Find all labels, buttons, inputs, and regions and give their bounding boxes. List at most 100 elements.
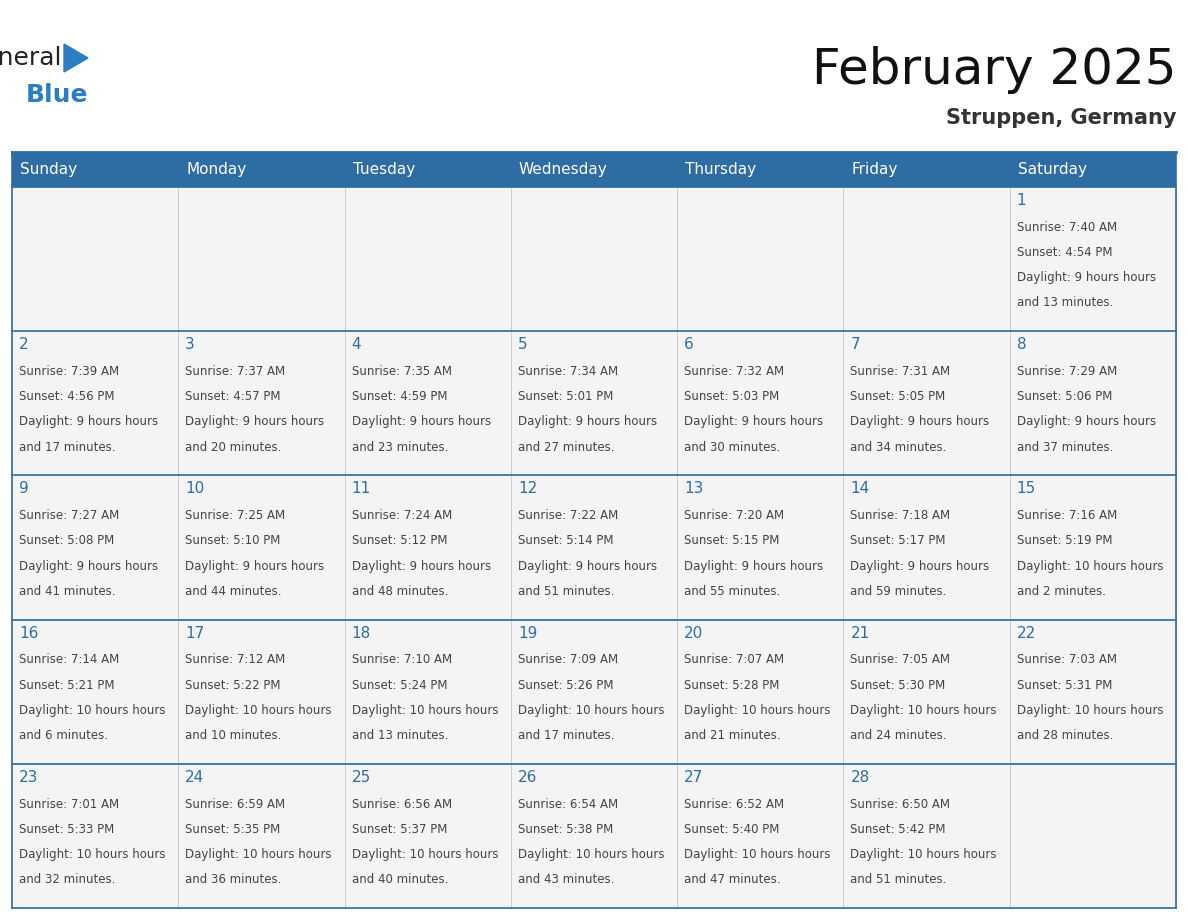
Text: Sunday: Sunday: [20, 162, 77, 177]
Text: Sunrise: 7:16 AM: Sunrise: 7:16 AM: [1017, 509, 1117, 522]
Text: 13: 13: [684, 481, 703, 497]
Text: Sunrise: 7:35 AM: Sunrise: 7:35 AM: [352, 365, 451, 378]
Text: 15: 15: [1017, 481, 1036, 497]
Bar: [1010, 331, 1176, 476]
Text: 1: 1: [1017, 193, 1026, 208]
Text: Sunset: 5:40 PM: Sunset: 5:40 PM: [684, 823, 779, 835]
Text: 24: 24: [185, 770, 204, 785]
Text: and 13 minutes.: and 13 minutes.: [352, 729, 448, 742]
Bar: [677, 187, 843, 331]
Text: 14: 14: [851, 481, 870, 497]
Text: Daylight: 10 hours hours: Daylight: 10 hours hours: [518, 848, 664, 861]
Text: Sunrise: 7:18 AM: Sunrise: 7:18 AM: [851, 509, 950, 522]
Text: Sunrise: 7:05 AM: Sunrise: 7:05 AM: [851, 654, 950, 666]
Text: Sunset: 5:42 PM: Sunset: 5:42 PM: [851, 823, 946, 835]
Bar: [843, 476, 1010, 620]
Text: and 32 minutes.: and 32 minutes.: [19, 873, 115, 886]
Text: Daylight: 9 hours hours: Daylight: 9 hours hours: [185, 560, 324, 573]
Text: and 28 minutes.: and 28 minutes.: [1017, 729, 1113, 742]
Text: Daylight: 10 hours hours: Daylight: 10 hours hours: [684, 704, 830, 717]
Text: Sunrise: 7:24 AM: Sunrise: 7:24 AM: [352, 509, 451, 522]
Text: Daylight: 9 hours hours: Daylight: 9 hours hours: [352, 416, 491, 429]
Text: Tuesday: Tuesday: [353, 162, 415, 177]
Text: Sunset: 5:12 PM: Sunset: 5:12 PM: [352, 534, 447, 547]
Text: 4: 4: [352, 337, 361, 353]
Text: 26: 26: [518, 770, 537, 785]
Text: 28: 28: [851, 770, 870, 785]
Text: Struppen, Germany: Struppen, Germany: [946, 108, 1176, 128]
Text: Daylight: 10 hours hours: Daylight: 10 hours hours: [352, 704, 498, 717]
Text: Sunrise: 7:40 AM: Sunrise: 7:40 AM: [1017, 220, 1117, 234]
Text: Blue: Blue: [25, 83, 88, 107]
Text: 23: 23: [19, 770, 38, 785]
Bar: [178, 764, 345, 908]
Text: Sunset: 5:24 PM: Sunset: 5:24 PM: [352, 678, 447, 691]
Bar: [1010, 764, 1176, 908]
Text: Sunset: 5:26 PM: Sunset: 5:26 PM: [518, 678, 613, 691]
Text: Sunrise: 7:34 AM: Sunrise: 7:34 AM: [518, 365, 618, 378]
Bar: [12, 152, 1176, 187]
Text: Sunrise: 6:52 AM: Sunrise: 6:52 AM: [684, 798, 784, 811]
Text: Monday: Monday: [187, 162, 247, 177]
Text: 20: 20: [684, 625, 703, 641]
Text: Sunrise: 6:59 AM: Sunrise: 6:59 AM: [185, 798, 285, 811]
Text: Daylight: 10 hours hours: Daylight: 10 hours hours: [1017, 560, 1163, 573]
Text: 21: 21: [851, 625, 870, 641]
Text: 6: 6: [684, 337, 694, 353]
Text: and 59 minutes.: and 59 minutes.: [851, 585, 947, 598]
Text: Daylight: 9 hours hours: Daylight: 9 hours hours: [684, 560, 823, 573]
Bar: [677, 331, 843, 476]
Text: and 20 minutes.: and 20 minutes.: [185, 441, 282, 453]
Text: Daylight: 9 hours hours: Daylight: 9 hours hours: [19, 560, 158, 573]
Bar: [511, 187, 677, 331]
Bar: [178, 620, 345, 764]
Text: and 17 minutes.: and 17 minutes.: [19, 441, 115, 453]
Text: Daylight: 10 hours hours: Daylight: 10 hours hours: [185, 704, 331, 717]
Bar: [178, 476, 345, 620]
Text: 27: 27: [684, 770, 703, 785]
Bar: [1010, 476, 1176, 620]
Text: Sunrise: 7:37 AM: Sunrise: 7:37 AM: [185, 365, 285, 378]
Text: Friday: Friday: [852, 162, 898, 177]
Text: Sunrise: 6:54 AM: Sunrise: 6:54 AM: [518, 798, 618, 811]
Text: and 43 minutes.: and 43 minutes.: [518, 873, 614, 886]
Bar: [511, 331, 677, 476]
Text: Sunrise: 7:14 AM: Sunrise: 7:14 AM: [19, 654, 119, 666]
Text: Daylight: 10 hours hours: Daylight: 10 hours hours: [851, 704, 997, 717]
Text: and 21 minutes.: and 21 minutes.: [684, 729, 781, 742]
Text: 9: 9: [19, 481, 29, 497]
Text: Sunrise: 7:32 AM: Sunrise: 7:32 AM: [684, 365, 784, 378]
Bar: [843, 764, 1010, 908]
Text: Sunrise: 7:07 AM: Sunrise: 7:07 AM: [684, 654, 784, 666]
Text: February 2025: February 2025: [811, 46, 1176, 94]
Text: Sunset: 5:30 PM: Sunset: 5:30 PM: [851, 678, 946, 691]
Text: 7: 7: [851, 337, 860, 353]
Text: Sunset: 5:35 PM: Sunset: 5:35 PM: [185, 823, 280, 835]
Text: Sunset: 5:15 PM: Sunset: 5:15 PM: [684, 534, 779, 547]
Text: and 34 minutes.: and 34 minutes.: [851, 441, 947, 453]
Text: Daylight: 9 hours hours: Daylight: 9 hours hours: [352, 560, 491, 573]
Text: Sunset: 4:59 PM: Sunset: 4:59 PM: [352, 390, 447, 403]
Text: Sunrise: 7:25 AM: Sunrise: 7:25 AM: [185, 509, 285, 522]
Bar: [677, 476, 843, 620]
Text: and 47 minutes.: and 47 minutes.: [684, 873, 781, 886]
Bar: [1010, 187, 1176, 331]
Text: 3: 3: [185, 337, 195, 353]
Text: Sunrise: 7:09 AM: Sunrise: 7:09 AM: [518, 654, 618, 666]
Text: 22: 22: [1017, 625, 1036, 641]
Text: Sunrise: 7:27 AM: Sunrise: 7:27 AM: [19, 509, 119, 522]
Text: 5: 5: [518, 337, 527, 353]
Text: 2: 2: [19, 337, 29, 353]
Bar: [345, 187, 511, 331]
Text: Sunset: 5:19 PM: Sunset: 5:19 PM: [1017, 534, 1112, 547]
Text: Saturday: Saturday: [1018, 162, 1087, 177]
Text: Sunset: 5:21 PM: Sunset: 5:21 PM: [19, 678, 114, 691]
Text: Sunrise: 6:50 AM: Sunrise: 6:50 AM: [851, 798, 950, 811]
Text: Sunset: 5:08 PM: Sunset: 5:08 PM: [19, 534, 114, 547]
Text: and 40 minutes.: and 40 minutes.: [352, 873, 448, 886]
Text: Sunrise: 7:29 AM: Sunrise: 7:29 AM: [1017, 365, 1117, 378]
Bar: [12, 620, 178, 764]
Bar: [345, 476, 511, 620]
Bar: [1010, 620, 1176, 764]
Text: and 6 minutes.: and 6 minutes.: [19, 729, 108, 742]
